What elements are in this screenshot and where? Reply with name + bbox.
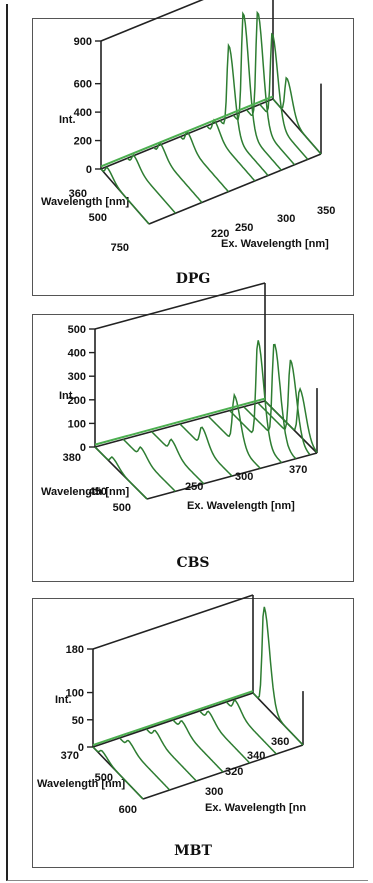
figure-frame — [6, 4, 368, 881]
emission-spectrum-line — [225, 699, 277, 755]
z-axis-label: Int. — [55, 694, 72, 706]
panel-title: DPG — [175, 271, 211, 287]
emission-spectrum-line — [259, 32, 309, 160]
emission-spectrum-line — [219, 42, 269, 177]
emission-spectrum-line — [151, 431, 205, 485]
x-tick-label: 450 — [89, 486, 107, 498]
y-axis-label: Ex. Wavelength [nn — [205, 802, 306, 814]
emission-spectrum-line — [272, 76, 322, 155]
emission-spectrum-line — [94, 446, 148, 500]
z-tick-label: 900 — [74, 36, 92, 48]
z-tick-label: 600 — [74, 79, 92, 91]
emission-spectrum-line — [145, 728, 197, 782]
emission-spectrum-line — [153, 141, 203, 203]
emission-spectrum-line — [179, 131, 229, 193]
z-tick-label: 300 — [68, 371, 86, 383]
plot-area: 180100500370500600300320340360Int.Wavele… — [37, 594, 306, 816]
baseline-line — [100, 95, 274, 168]
chart-panel-mbt: 180 100 50 0 370 500 600 300 320 340 360 Int. Wavele… — [32, 594, 354, 868]
x-tick-label: 500 — [113, 502, 131, 514]
z-tick-label: 400 — [68, 348, 86, 360]
z-tick-label: 0 — [86, 164, 92, 176]
emission-spectrum-line — [252, 606, 304, 746]
y-tick-label: 350 — [317, 205, 335, 217]
emission-spectrum-line — [257, 359, 311, 456]
z-tick-label: 100 — [68, 418, 86, 430]
y-axis-label: Ex. Wavelength [nm] — [187, 500, 295, 512]
z-tick-label: 200 — [68, 395, 86, 407]
y-tick-label: 360 — [271, 736, 289, 748]
emission-spectrum-line — [264, 386, 318, 453]
y-tick-label: 250 — [235, 222, 253, 234]
panel-title: MBT — [174, 843, 212, 859]
z-tick-label: 500 — [68, 324, 86, 336]
emission-spectrum-line — [179, 423, 233, 477]
x-tick-label: 500 — [89, 212, 107, 224]
chart-mbt: 180100500370500600300320340360Int.Wavele… — [37, 594, 306, 816]
frame-edge — [148, 153, 322, 225]
x-tick-label: 750 — [111, 242, 129, 254]
emission-spectrum-line — [206, 118, 256, 182]
emission-spectrum-line — [172, 719, 224, 773]
baseline-line — [94, 397, 266, 446]
y-axis-label: Ex. Wavelength [nm] — [221, 238, 329, 250]
y-tick-label: 250 — [185, 481, 203, 493]
emission-spectrum-line — [199, 710, 251, 764]
z-tick-label: 0 — [78, 742, 84, 754]
panel-title: CBS — [176, 555, 210, 571]
z-axis-label: Int. — [59, 390, 76, 402]
z-tick-label: 180 — [66, 644, 84, 656]
y-tick-label: 220 — [211, 228, 229, 240]
z-tick-label: 50 — [72, 715, 84, 727]
baseline-line — [92, 690, 254, 746]
y-tick-label: 300 — [277, 213, 295, 225]
x-tick-label: 500 — [95, 772, 113, 784]
emission-spectrum-line — [229, 340, 283, 464]
frame-edge — [100, 0, 204, 42]
z-tick-label: 200 — [74, 136, 92, 148]
emission-spectrum-line — [122, 438, 176, 492]
emission-spectrum-line — [119, 737, 171, 791]
emission-spectrum-line — [92, 746, 144, 800]
emission-spectrum-line — [245, 10, 296, 166]
frame-edge — [92, 594, 254, 650]
emission-spectrum-line — [243, 343, 297, 460]
x-tick-label: 370 — [61, 750, 79, 762]
x-tick-label: 600 — [119, 804, 137, 816]
z-tick-label: 100 — [66, 688, 84, 700]
chart-panel-cbs: 500 400 300 200 100 0 380 450 500 250 300 370 Int. Wa… — [32, 282, 354, 582]
emission-spectrum-line — [100, 166, 150, 225]
z-axis-label: Int. — [59, 114, 76, 126]
emission-spectrum-line — [207, 392, 261, 469]
y-tick-label: 340 — [247, 750, 265, 762]
z-tick-label: 400 — [74, 107, 92, 119]
z-tick-label: 0 — [80, 442, 86, 454]
y-tick-label: 300 — [235, 471, 253, 483]
y-tick-label: 320 — [225, 766, 243, 778]
x-axis-label: Wavelength [nm] — [41, 486, 130, 498]
emission-spectrum-line — [232, 11, 282, 171]
emission-spectrum-line — [126, 154, 177, 214]
y-tick-label: 300 — [205, 786, 223, 798]
frame-edge — [94, 282, 266, 330]
chart-panel-dpg: 900 600 400 200 0 360 500 750 220 250 300 350 Int. Wa… — [32, 0, 354, 296]
y-tick-label: 370 — [289, 464, 307, 476]
frame-edge — [100, 98, 274, 170]
x-tick-label: 360 — [69, 188, 87, 200]
x-axis-label: Wavelength [nm] — [41, 196, 130, 208]
x-tick-label: 380 — [63, 452, 81, 464]
x-axis-label: Wavelength [nm] — [37, 778, 126, 790]
